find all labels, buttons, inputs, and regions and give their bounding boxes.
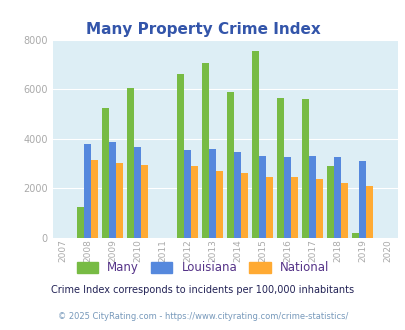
Bar: [91, 160, 98, 238]
Bar: [291, 177, 298, 238]
Bar: [326, 166, 334, 238]
Bar: [84, 144, 91, 238]
Bar: [216, 171, 223, 238]
Bar: [234, 152, 241, 238]
Text: Many Property Crime Index: Many Property Crime Index: [85, 22, 320, 37]
Bar: [302, 99, 309, 238]
Text: © 2025 CityRating.com - https://www.cityrating.com/crime-statistics/: © 2025 CityRating.com - https://www.city…: [58, 312, 347, 321]
Bar: [365, 185, 373, 238]
Bar: [77, 207, 84, 238]
Bar: [141, 165, 148, 238]
Bar: [202, 63, 209, 238]
Bar: [241, 173, 248, 238]
Bar: [127, 88, 134, 238]
Bar: [191, 166, 198, 238]
Bar: [184, 150, 191, 238]
Bar: [252, 51, 259, 238]
Bar: [334, 157, 341, 238]
Bar: [358, 161, 365, 238]
Bar: [209, 148, 216, 238]
Bar: [177, 74, 184, 238]
Bar: [341, 183, 347, 238]
Bar: [277, 98, 283, 238]
Bar: [266, 177, 273, 238]
Bar: [116, 163, 123, 238]
Bar: [109, 142, 116, 238]
Bar: [315, 180, 322, 238]
Bar: [102, 108, 109, 238]
Bar: [259, 156, 266, 238]
Legend: Many, Louisiana, National: Many, Louisiana, National: [72, 257, 333, 279]
Bar: [309, 156, 315, 238]
Bar: [134, 147, 141, 238]
Bar: [284, 157, 291, 238]
Text: Crime Index corresponds to incidents per 100,000 inhabitants: Crime Index corresponds to incidents per…: [51, 285, 354, 295]
Bar: [352, 233, 358, 238]
Bar: [227, 92, 234, 238]
